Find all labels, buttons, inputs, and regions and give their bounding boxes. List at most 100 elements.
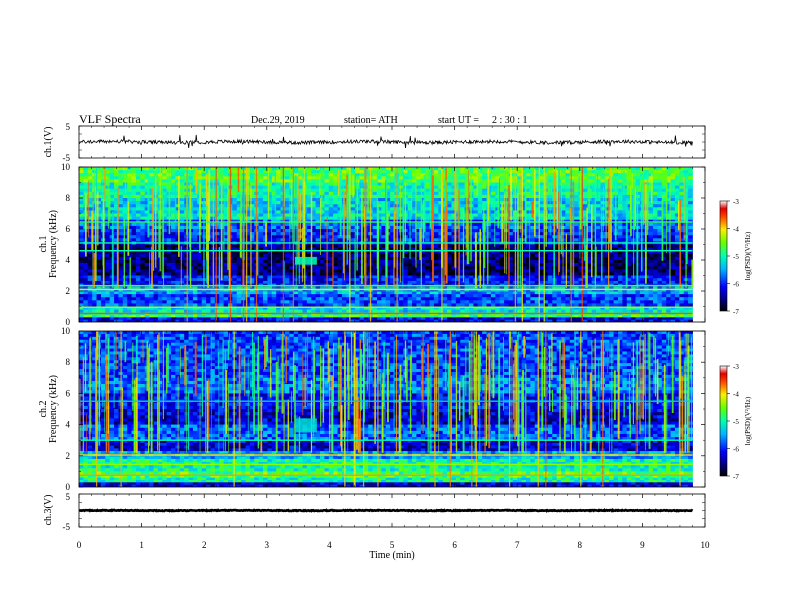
spectrogram-cell: [534, 235, 540, 239]
spectrogram-cell: [100, 188, 106, 193]
spectrogram-cell: [87, 250, 93, 255]
spectrogram-cell: [679, 170, 685, 174]
spectrogram-cell: [521, 191, 527, 196]
spectrogram-cell: [267, 266, 273, 270]
spectrogram-cell: [425, 266, 430, 270]
spectrogram-cell: [420, 269, 426, 273]
spectrogram-cell: [490, 272, 496, 276]
spectrogram-cell: [276, 232, 281, 236]
spectrogram-cell: [582, 173, 588, 177]
spectrogram-cell: [223, 260, 229, 264]
spectrogram-cell: [482, 176, 487, 180]
spectrogram-cell: [525, 188, 531, 193]
spectrogram-cell: [118, 232, 124, 236]
spectrogram-cell: [517, 260, 522, 264]
spectrogram-cell: [433, 266, 439, 270]
spectrogram-cell: [245, 253, 251, 258]
spectrogram-cell: [666, 204, 671, 208]
spectrogram-cell: [184, 263, 189, 267]
spectrogram-cell: [530, 198, 536, 202]
spectrogram-cell: [175, 256, 181, 261]
spectrogram-cell: [96, 260, 102, 264]
spectrogram-cell: [561, 198, 566, 202]
spectrogram-cell: [666, 185, 671, 189]
spectrogram-cell: [416, 176, 422, 180]
spectrogram-cell: [346, 244, 352, 248]
spectrogram-cell: [460, 170, 466, 174]
spectrogram-cell: [311, 269, 317, 273]
spectrogram-cell: [350, 167, 356, 171]
spectrogram-cell: [539, 244, 544, 248]
spectrogram-cell: [521, 235, 527, 239]
spectrogram-cell: [315, 173, 321, 177]
spectrogram-cell: [561, 185, 566, 189]
spectrogram-cell: [87, 201, 93, 205]
spectrogram-cell: [490, 207, 496, 211]
spectrogram-cell: [670, 256, 676, 261]
spectrogram-cell: [267, 182, 273, 186]
spectrogram-cell: [390, 272, 395, 276]
spectrogram-cell: [600, 176, 606, 180]
spectrogram-cell: [337, 238, 343, 242]
spectrogram-cell: [267, 272, 273, 276]
spectrogram-cell: [105, 235, 111, 239]
spectrogram-cell: [122, 198, 128, 202]
spectrogram-cell: [587, 213, 593, 217]
spectrogram-cell: [324, 201, 330, 205]
spectrogram-cell: [617, 191, 623, 196]
spectrogram-cell: [666, 247, 671, 251]
spectrogram-cell: [131, 232, 137, 236]
spectrogram-cell: [622, 263, 628, 267]
spectrogram-cell: [372, 244, 378, 248]
spectrogram-cell: [661, 247, 667, 251]
spectrogram-cell: [350, 247, 356, 251]
spectrogram-cell: [324, 170, 330, 174]
spectrogram-cell: [258, 176, 264, 180]
spectrogram-cell: [320, 260, 325, 264]
spectrogram-cell: [341, 170, 347, 174]
spectrogram-cell: [648, 256, 654, 261]
spectrogram-cell: [315, 238, 321, 242]
spectrogram-cell: [416, 191, 422, 196]
spectrogram-cell: [398, 204, 404, 208]
spectrogram-cell: [626, 256, 632, 261]
spectrogram-cell: [657, 198, 663, 202]
spectrogram-cell: [105, 256, 111, 261]
spectrogram-cell: [79, 247, 84, 251]
spectrogram-cell: [460, 272, 466, 276]
spectrogram-cell: [609, 269, 614, 273]
spectrogram-cell: [333, 235, 338, 239]
spectrogram-cell: [617, 198, 623, 202]
spectrogram-cell: [653, 185, 658, 189]
spectrogram-cell: [674, 222, 680, 227]
spectrogram-cell: [79, 266, 84, 270]
spectrogram-cell: [359, 182, 365, 186]
spectrogram-cell: [289, 229, 295, 233]
spectrogram-cell: [232, 204, 238, 208]
spectrogram-cell: [328, 179, 334, 183]
spectrogram-cell: [87, 173, 93, 177]
spectrogram-cell: [92, 201, 97, 205]
spectrogram-cell: [425, 250, 430, 255]
spectrogram-cell: [79, 170, 84, 174]
spectrogram-cell: [267, 256, 273, 261]
spectrogram-cell: [425, 216, 430, 220]
spectrogram-cell: [455, 173, 461, 177]
spectrogram-cell: [416, 216, 422, 220]
spectrogram-cell: [162, 232, 168, 236]
spectrogram-cell: [626, 198, 632, 202]
spectrogram-cell: [175, 194, 181, 199]
spectrogram-cell: [197, 176, 203, 180]
spectrogram-cell: [135, 247, 141, 251]
spectrogram-cell: [438, 204, 444, 208]
spectrogram-cell: [666, 173, 671, 177]
spectrogram-cell: [617, 253, 623, 258]
spectrogram-cell: [517, 182, 522, 186]
spectrogram-cell: [376, 198, 382, 202]
spectrogram-cell: [674, 250, 680, 255]
spectrogram-cell: [622, 266, 628, 270]
spectrogram-cell: [135, 269, 141, 273]
spectrogram-cell: [425, 176, 430, 180]
spectrogram-cell: [525, 235, 531, 239]
spectrogram-cell: [460, 256, 466, 261]
